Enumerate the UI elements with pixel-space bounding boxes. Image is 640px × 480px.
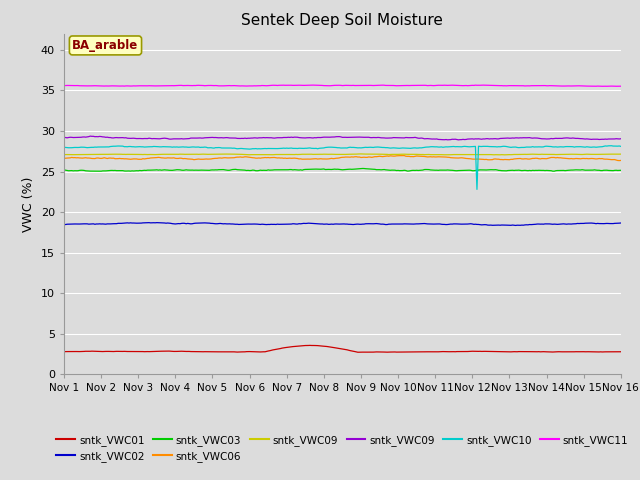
Text: BA_arable: BA_arable [72, 39, 139, 52]
Y-axis label: VWC (%): VWC (%) [22, 176, 35, 232]
Legend: sntk_VWC01, sntk_VWC02, sntk_VWC03, sntk_VWC06, sntk_VWC09, sntk_VWC09, sntk_VWC: sntk_VWC01, sntk_VWC02, sntk_VWC03, sntk… [52, 431, 633, 466]
Title: Sentek Deep Soil Moisture: Sentek Deep Soil Moisture [241, 13, 444, 28]
